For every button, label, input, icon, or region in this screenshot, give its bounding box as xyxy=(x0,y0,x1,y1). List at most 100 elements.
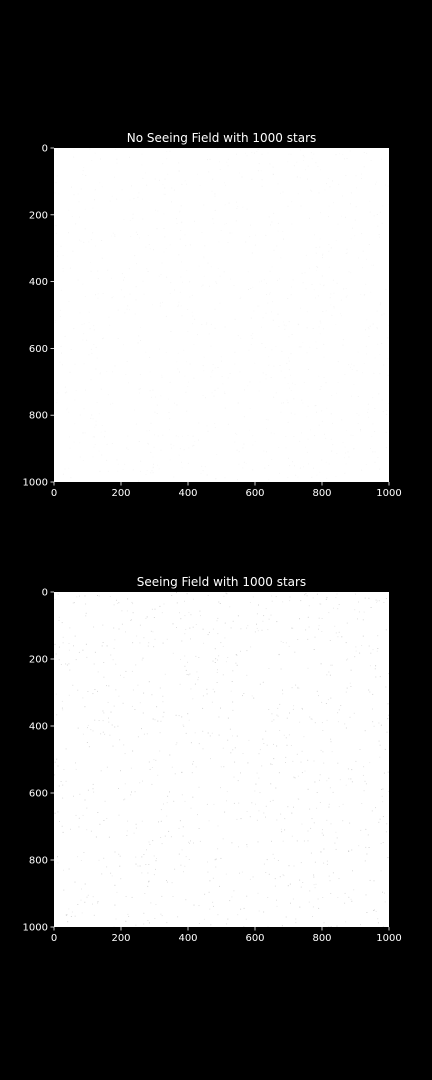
star xyxy=(204,357,205,358)
star xyxy=(348,850,350,852)
star xyxy=(228,424,229,425)
star xyxy=(347,451,349,453)
star xyxy=(282,874,284,876)
star xyxy=(77,727,79,729)
star xyxy=(155,904,157,905)
star xyxy=(190,840,191,842)
star xyxy=(192,598,194,600)
star xyxy=(306,327,308,329)
star xyxy=(327,699,329,701)
star xyxy=(305,593,307,595)
star xyxy=(85,209,86,210)
star xyxy=(240,628,242,630)
star xyxy=(251,695,253,697)
star xyxy=(383,602,385,603)
star xyxy=(207,732,209,734)
star xyxy=(272,799,274,801)
star xyxy=(121,623,123,625)
star xyxy=(197,814,198,816)
star xyxy=(171,766,173,768)
star xyxy=(322,421,323,422)
star xyxy=(288,360,290,362)
star xyxy=(154,434,155,435)
star xyxy=(311,718,313,720)
star xyxy=(61,364,63,366)
star xyxy=(181,849,183,851)
star xyxy=(320,284,321,285)
star xyxy=(330,247,332,249)
star xyxy=(176,218,177,219)
star xyxy=(376,601,378,603)
star xyxy=(353,448,355,450)
star xyxy=(118,814,120,816)
star xyxy=(198,905,200,907)
star xyxy=(162,263,163,264)
star xyxy=(286,325,287,326)
star xyxy=(72,602,74,604)
star xyxy=(322,311,324,312)
star xyxy=(302,342,303,343)
star xyxy=(382,223,383,224)
star xyxy=(82,733,84,735)
star xyxy=(234,285,235,286)
star xyxy=(110,404,111,405)
star xyxy=(211,346,212,347)
star xyxy=(377,635,379,637)
star xyxy=(280,365,281,366)
star xyxy=(373,909,375,911)
star xyxy=(288,336,289,337)
star xyxy=(102,731,104,733)
star xyxy=(198,743,200,745)
star xyxy=(117,459,118,460)
star xyxy=(303,466,304,467)
star xyxy=(176,404,178,406)
star xyxy=(326,860,328,862)
star xyxy=(160,395,161,396)
star xyxy=(354,235,355,236)
star xyxy=(278,326,279,327)
star xyxy=(207,861,208,863)
star xyxy=(301,750,303,752)
star xyxy=(216,148,218,150)
star xyxy=(333,202,334,203)
star xyxy=(330,823,332,825)
star xyxy=(80,899,82,901)
star xyxy=(282,642,284,643)
star xyxy=(73,328,75,330)
star xyxy=(371,810,373,812)
star xyxy=(322,730,324,731)
star xyxy=(194,318,196,320)
star xyxy=(186,270,187,271)
star xyxy=(139,642,141,644)
star xyxy=(272,166,274,168)
star xyxy=(64,335,66,337)
star xyxy=(290,745,292,746)
star xyxy=(224,224,225,225)
star xyxy=(79,793,81,795)
star xyxy=(276,905,278,907)
star xyxy=(366,353,367,354)
star xyxy=(204,893,206,895)
star xyxy=(272,319,274,321)
star xyxy=(258,810,260,812)
star xyxy=(243,416,245,418)
star xyxy=(297,798,299,800)
star xyxy=(54,598,56,600)
star xyxy=(356,206,357,207)
star xyxy=(166,815,168,817)
star xyxy=(348,364,349,365)
star xyxy=(320,851,322,853)
star xyxy=(98,720,100,721)
star xyxy=(326,478,327,479)
star xyxy=(203,395,204,396)
star xyxy=(194,441,195,442)
star xyxy=(61,825,63,827)
star xyxy=(128,449,129,450)
star xyxy=(386,731,388,733)
star xyxy=(169,381,171,383)
star xyxy=(316,792,318,793)
star xyxy=(299,721,301,723)
star xyxy=(205,397,206,399)
star xyxy=(167,795,169,797)
